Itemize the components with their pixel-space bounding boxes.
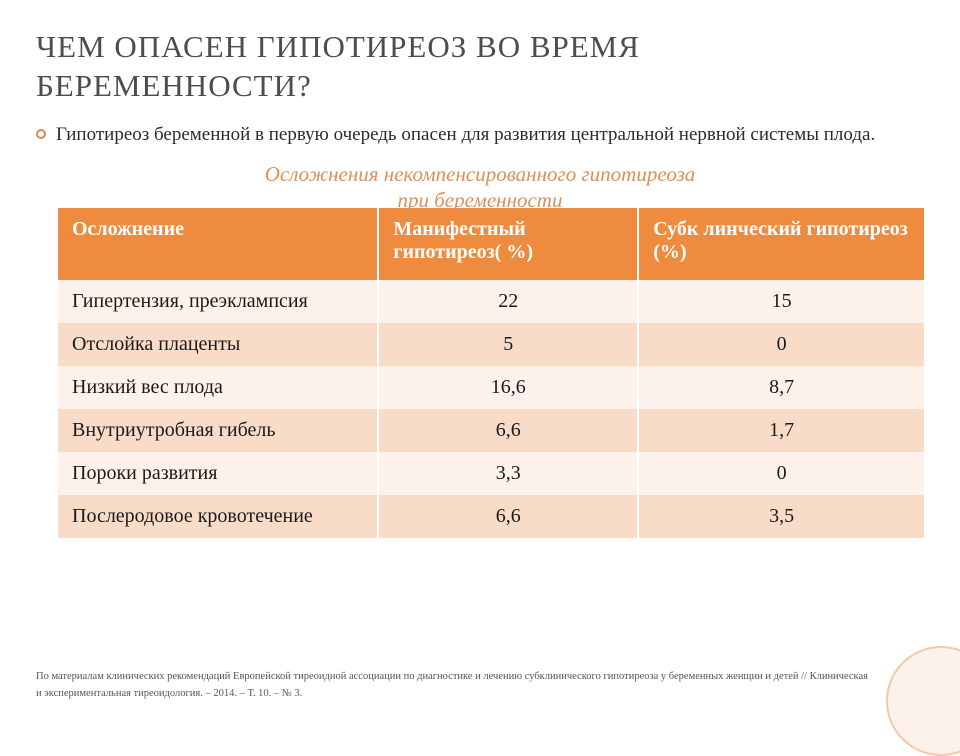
slide-title: ЧЕМ ОПАСЕН ГИПОТИРЕОЗ ВО ВРЕМЯ БЕРЕМЕННО… xyxy=(36,28,924,106)
complications-table: Осложнение Манифестный гипотиреоз( %) Су… xyxy=(58,208,924,538)
cell-value: 15 xyxy=(638,280,924,323)
cell-name: Пороки развития xyxy=(58,452,378,495)
cell-name: Внутриутробная гибель xyxy=(58,409,378,452)
cell-value: 0 xyxy=(638,452,924,495)
cell-value: 5 xyxy=(378,323,638,366)
cell-value: 22 xyxy=(378,280,638,323)
footnote-citation: По материалам клинических рекомендаций Е… xyxy=(36,669,870,702)
corner-decoration-icon xyxy=(886,646,960,756)
col-header-subclinical: Субк линческий гипотиреоз (%) xyxy=(638,208,924,280)
cell-value: 3,5 xyxy=(638,495,924,538)
col-header-manifest: Манифестный гипотиреоз( %) xyxy=(378,208,638,280)
cell-name: Отслойка плаценты xyxy=(58,323,378,366)
cell-value: 1,7 xyxy=(638,409,924,452)
cell-name: Послеродовое кровотечение xyxy=(58,495,378,538)
table-row: Отслойка плаценты 5 0 xyxy=(58,323,924,366)
cell-value: 0 xyxy=(638,323,924,366)
table-row: Пороки развития 3,3 0 xyxy=(58,452,924,495)
caption-line-1: Осложнения некомпенсированного гипотирео… xyxy=(265,162,696,186)
table-caption: Осложнения некомпенсированного гипотирео… xyxy=(36,161,924,214)
cell-name: Гипертензия, преэклампсия xyxy=(58,280,378,323)
cell-value: 3,3 xyxy=(378,452,638,495)
table-row: Внутриутробная гибель 6,6 1,7 xyxy=(58,409,924,452)
bullet-icon xyxy=(36,129,46,139)
table-row: Низкий вес плода 16,6 8,7 xyxy=(58,366,924,409)
table-row: Послеродовое кровотечение 6,6 3,5 xyxy=(58,495,924,538)
cell-value: 6,6 xyxy=(378,495,638,538)
slide: ЧЕМ ОПАСЕН ГИПОТИРЕОЗ ВО ВРЕМЯ БЕРЕМЕННО… xyxy=(0,0,960,720)
bullet-text: Гипотиреоз беременной в первую очередь о… xyxy=(56,122,875,148)
caption-line-2: при беременности xyxy=(398,188,563,212)
table-header-row: Осложнение Манифестный гипотиреоз( %) Су… xyxy=(58,208,924,280)
col-header-complication: Осложнение xyxy=(58,208,378,280)
bullet-item: Гипотиреоз беременной в первую очередь о… xyxy=(36,122,924,148)
cell-value: 8,7 xyxy=(638,366,924,409)
cell-name: Низкий вес плода xyxy=(58,366,378,409)
table-container: Осложнение Манифестный гипотиреоз( %) Су… xyxy=(36,208,924,538)
cell-value: 16,6 xyxy=(378,366,638,409)
table-row: Гипертензия, преэклампсия 22 15 xyxy=(58,280,924,323)
cell-value: 6,6 xyxy=(378,409,638,452)
